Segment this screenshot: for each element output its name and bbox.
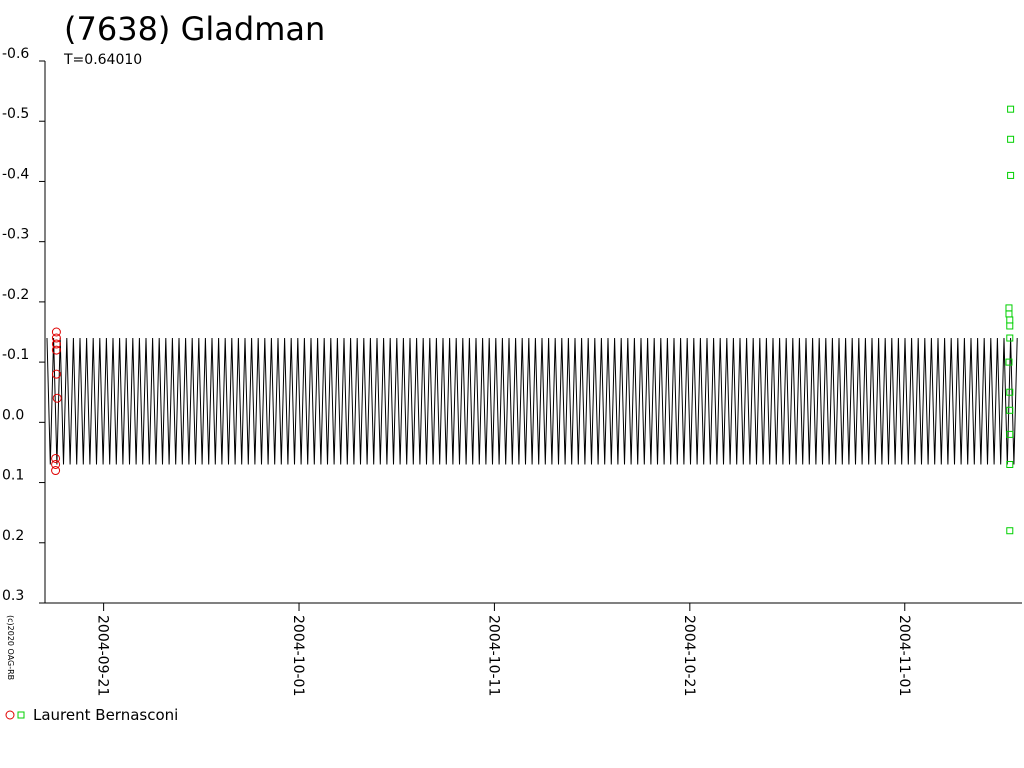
- data-point: [1006, 388, 1014, 396]
- y-tick-label: -0.6: [2, 46, 29, 62]
- y-tick-label: 0.2: [2, 528, 24, 544]
- chart-title: (7638) Gladman: [64, 10, 325, 48]
- legend-label: Laurent Bernasconi: [33, 706, 178, 724]
- data-point: [1005, 310, 1013, 318]
- x-tick-label: 2004-11-01: [896, 615, 912, 696]
- data-point: [1007, 105, 1015, 113]
- data-point: [1006, 527, 1014, 535]
- data-point: [1005, 358, 1013, 366]
- data-point: [1006, 316, 1014, 324]
- x-tick-label: 2004-10-11: [485, 615, 501, 696]
- y-tick-label: 0.3: [2, 588, 24, 604]
- x-tick-label: 2004-09-21: [95, 615, 111, 696]
- legend-marker: [17, 711, 25, 719]
- data-point: [51, 466, 61, 476]
- model-curve: [46, 337, 1018, 465]
- y-tick-label: -0.5: [2, 106, 29, 122]
- y-tick-label: -0.1: [2, 347, 29, 363]
- data-point: [1007, 171, 1015, 179]
- data-point: [51, 339, 61, 349]
- y-tick-label: -0.4: [2, 166, 29, 182]
- data-point: [51, 459, 61, 469]
- legend-marker: [5, 710, 15, 720]
- credit: (c)2020 OAG-RB: [6, 615, 15, 680]
- x-tick-label: 2004-10-01: [290, 615, 306, 696]
- y-tick-label: 0.1: [2, 468, 24, 484]
- data-point: [51, 369, 61, 379]
- data-point: [1005, 304, 1013, 312]
- x-tick-label: 2004-10-21: [681, 615, 697, 696]
- data-point: [51, 333, 61, 343]
- data-point: [1006, 430, 1014, 438]
- data-point: [1006, 334, 1014, 342]
- data-point: [1007, 135, 1015, 143]
- y-tick-label: -0.3: [2, 227, 29, 243]
- chart-subtitle: T=0.64010: [63, 52, 142, 68]
- y-tick-label: -0.2: [2, 287, 29, 303]
- data-point: [1006, 460, 1014, 468]
- data-point: [51, 327, 61, 337]
- y-tick-label: 0.0: [2, 407, 24, 423]
- data-point: [1006, 406, 1014, 414]
- data-point: [52, 393, 62, 403]
- data-point: [51, 345, 61, 355]
- data-point: [1006, 322, 1014, 330]
- data-point: [51, 453, 61, 463]
